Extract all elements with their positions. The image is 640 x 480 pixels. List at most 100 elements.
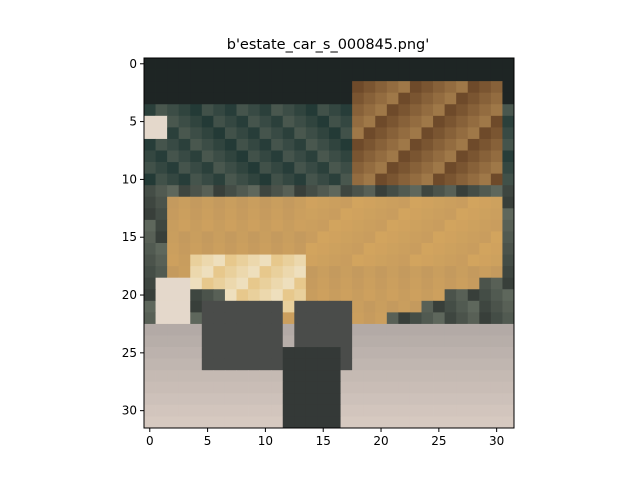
pixel <box>259 104 272 117</box>
pixel <box>201 300 214 313</box>
axes: 0 5 10 15 20 25 30 0 5 10 15 20 25 30 <box>122 57 515 448</box>
pixel <box>444 81 457 94</box>
pixel <box>433 138 446 151</box>
pixel <box>178 115 191 128</box>
pixel <box>456 185 469 198</box>
pixel <box>178 358 191 371</box>
pixel <box>409 266 422 279</box>
pixel <box>167 104 180 117</box>
pixel <box>363 150 376 163</box>
pixel <box>456 312 469 325</box>
pixel <box>236 243 249 255</box>
pixel <box>248 243 261 255</box>
pixel <box>421 115 434 128</box>
pixel <box>271 115 284 128</box>
pixel <box>178 393 191 406</box>
pixel <box>409 162 422 175</box>
pixel <box>305 404 318 417</box>
pixel <box>456 358 469 371</box>
pixel <box>363 347 376 360</box>
pixel <box>456 289 469 302</box>
pixel <box>190 173 203 186</box>
pixel <box>224 92 237 105</box>
pixel <box>294 266 307 279</box>
pixel <box>248 370 261 383</box>
pixel <box>259 381 272 394</box>
pixel <box>375 173 388 186</box>
pixel <box>282 150 295 163</box>
pixel <box>259 138 272 151</box>
pixel <box>363 173 376 186</box>
pixel <box>433 162 446 175</box>
pixel <box>294 58 307 70</box>
pixel <box>421 381 434 394</box>
pixel <box>224 196 237 209</box>
pixel <box>248 381 261 394</box>
pixel <box>398 127 411 140</box>
pixel <box>490 92 503 105</box>
pixel <box>294 277 307 290</box>
pixel <box>167 219 180 232</box>
pixel <box>456 127 469 140</box>
pixel <box>305 104 318 117</box>
pixel <box>329 323 341 336</box>
pixel <box>271 404 284 417</box>
pixel <box>236 81 249 94</box>
pixel <box>479 243 492 255</box>
pixel <box>375 219 388 232</box>
pixel <box>329 104 341 117</box>
pixel <box>467 323 480 336</box>
pixel <box>433 208 446 221</box>
pixel <box>398 104 411 117</box>
pixel <box>213 393 226 406</box>
pixel <box>490 173 503 186</box>
pixel <box>282 416 295 429</box>
pixel <box>467 81 480 94</box>
pixel <box>363 196 376 209</box>
pixel <box>294 115 307 128</box>
pixel <box>190 92 203 105</box>
pixel <box>502 335 515 348</box>
pixel <box>490 358 503 371</box>
pixel <box>386 289 399 302</box>
pixel <box>167 277 180 290</box>
pixel <box>144 335 156 348</box>
pixel <box>167 300 180 313</box>
pixel <box>236 404 249 417</box>
pixel <box>386 254 399 267</box>
pixel <box>421 69 434 82</box>
pixel <box>502 393 515 406</box>
pixel <box>317 196 330 209</box>
pixel <box>386 393 399 406</box>
pixel <box>282 81 295 94</box>
pixel <box>433 115 446 128</box>
pixel <box>502 208 515 221</box>
pixel <box>398 347 411 360</box>
pixel <box>282 370 295 383</box>
pixel <box>490 254 503 267</box>
pixel <box>456 162 469 175</box>
pixel <box>305 416 318 429</box>
pixel <box>329 358 341 371</box>
pixel <box>305 150 318 163</box>
pixel <box>502 289 515 302</box>
pixel <box>479 254 492 267</box>
pixel <box>398 162 411 175</box>
pixel <box>352 127 365 140</box>
pixel <box>282 196 295 209</box>
pixel <box>444 243 457 255</box>
pixel <box>144 104 156 117</box>
pixel <box>282 162 295 175</box>
pixel <box>236 370 249 383</box>
pixel <box>144 231 156 244</box>
pixel <box>224 231 237 244</box>
pixel <box>178 185 191 198</box>
pixel <box>375 404 388 417</box>
pixel <box>294 381 307 394</box>
pixel <box>271 289 284 302</box>
pixel <box>144 370 156 383</box>
pixel <box>444 254 457 267</box>
pixel <box>433 323 446 336</box>
pixel <box>363 104 376 117</box>
pixel <box>271 277 284 290</box>
